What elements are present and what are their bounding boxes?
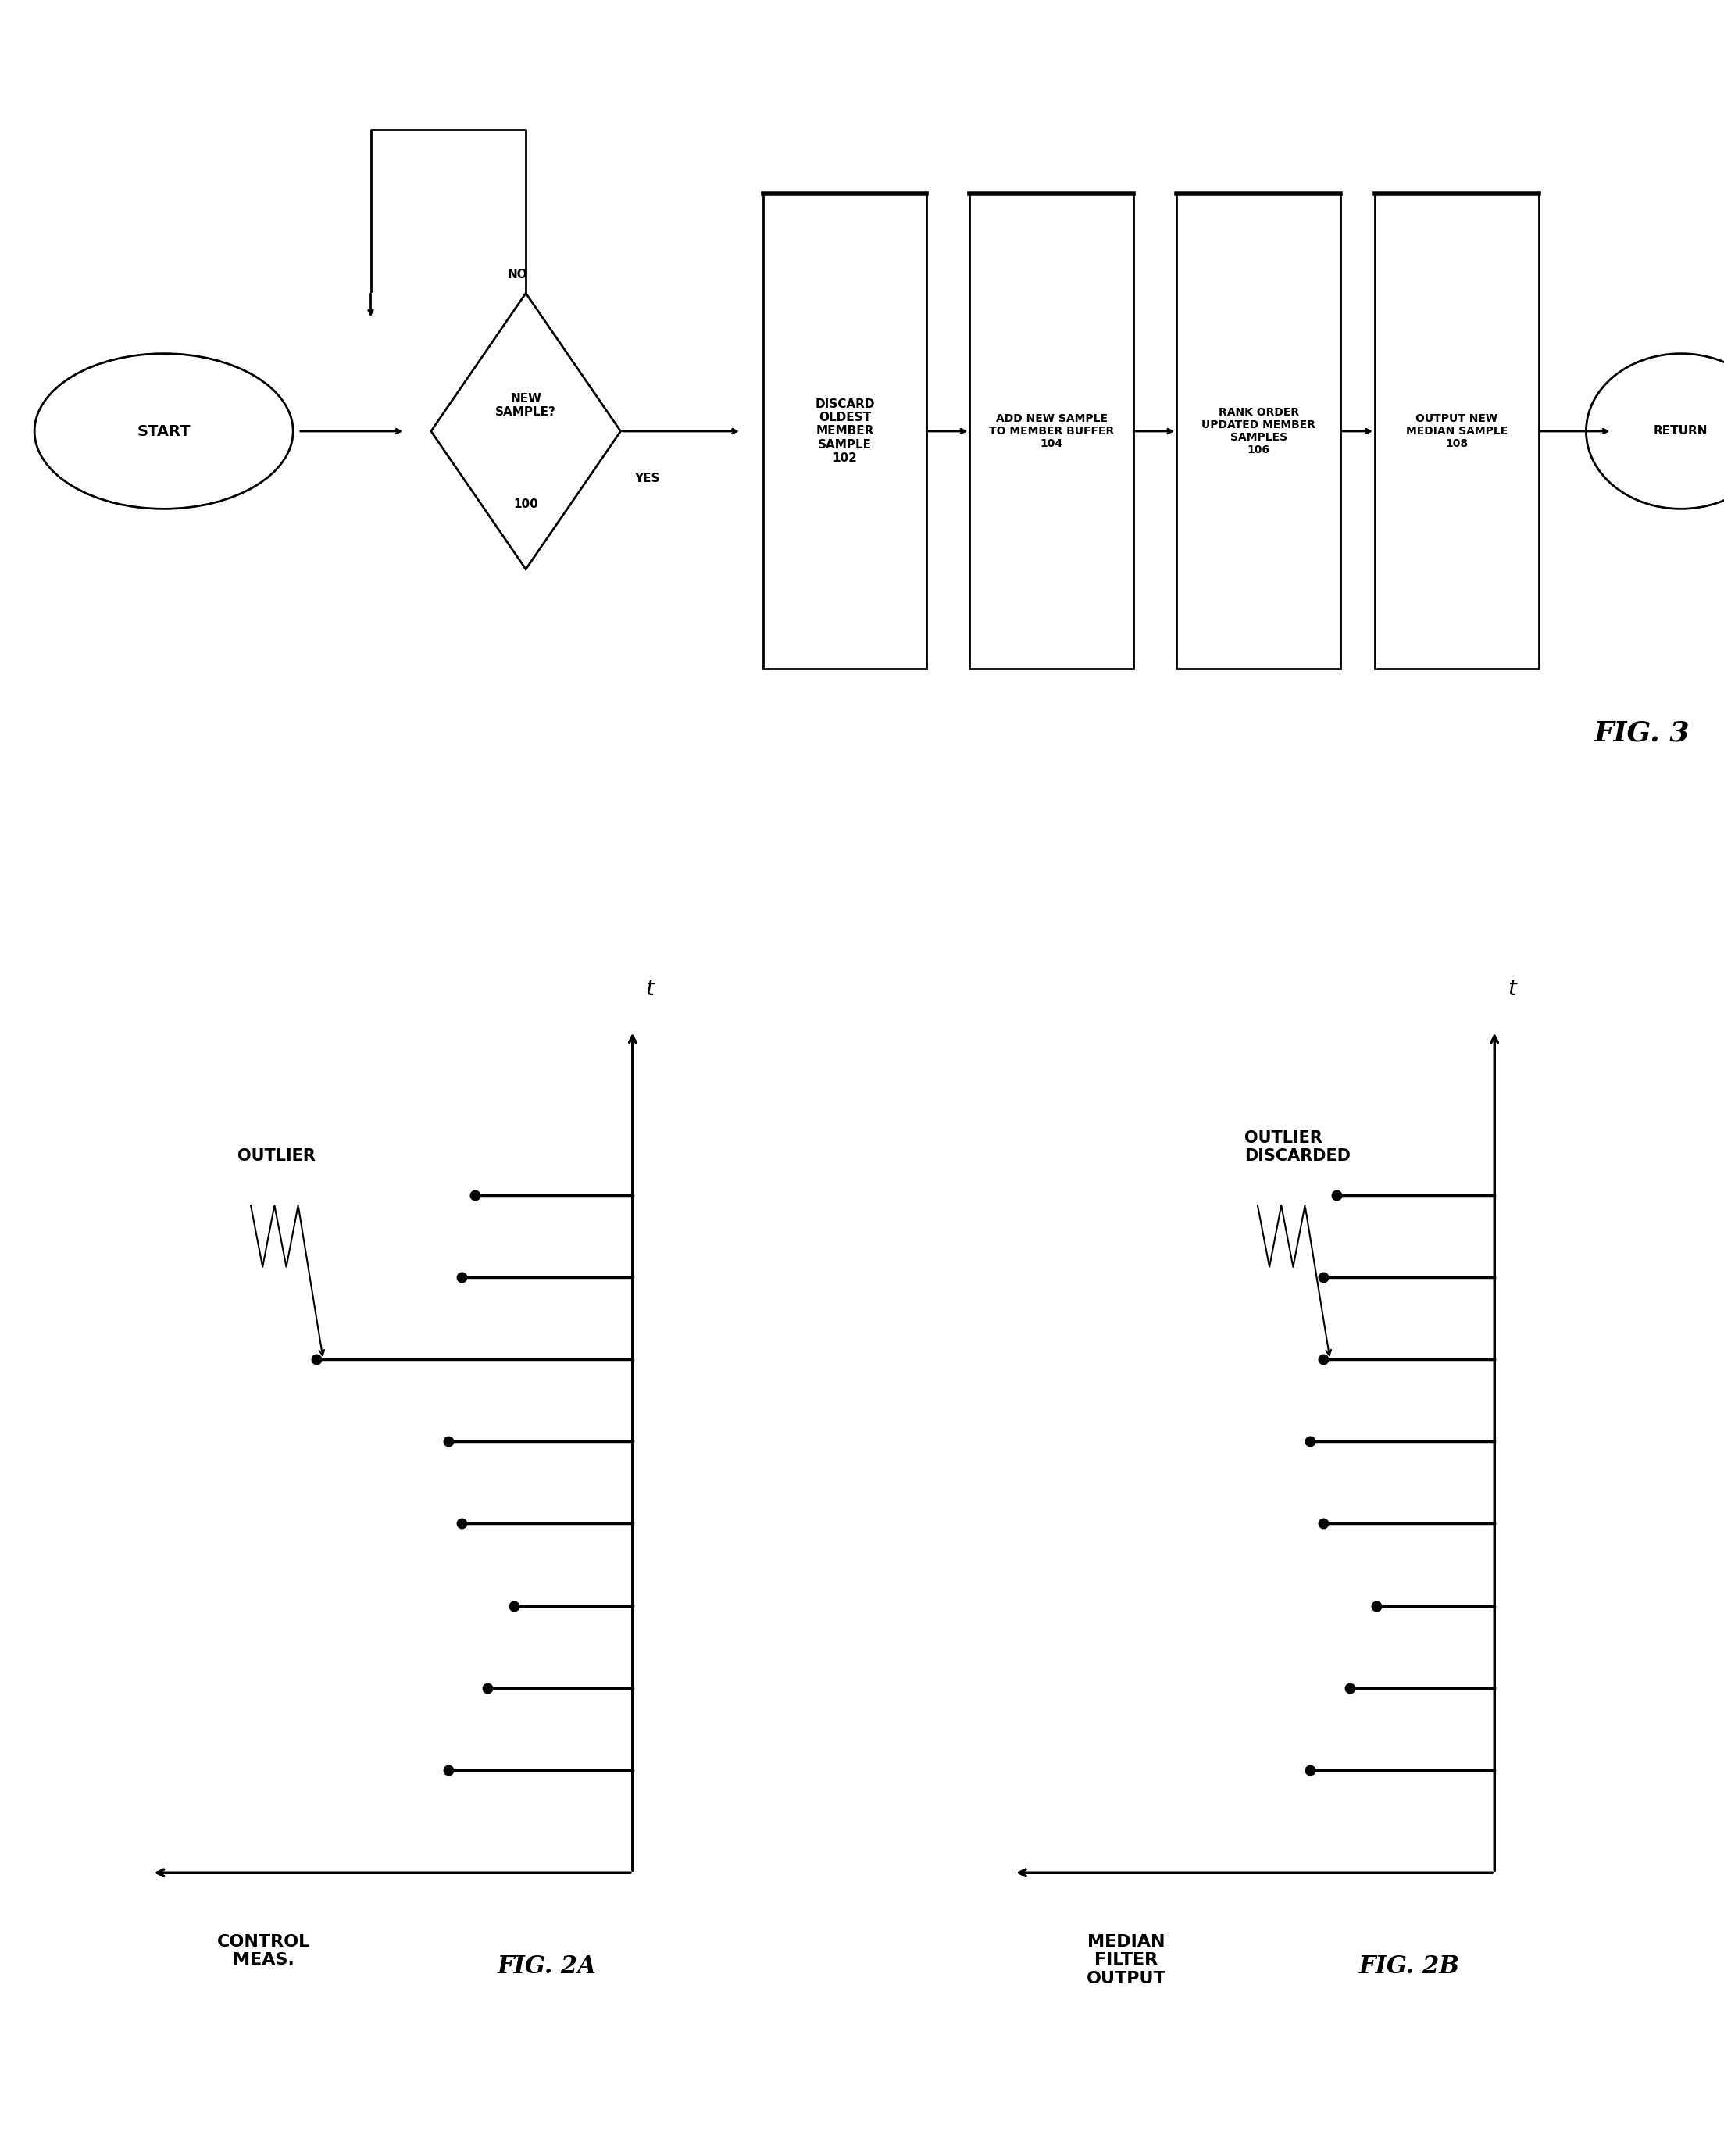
Text: RANK ORDER
UPDATED MEMBER
SAMPLES
106: RANK ORDER UPDATED MEMBER SAMPLES 106 xyxy=(1202,407,1315,455)
Bar xyxy=(764,194,928,668)
Text: FIG. 2A: FIG. 2A xyxy=(498,1955,597,1979)
Text: ADD NEW SAMPLE
TO MEMBER BUFFER
104: ADD NEW SAMPLE TO MEMBER BUFFER 104 xyxy=(990,414,1114,448)
Text: FIG. 2B: FIG. 2B xyxy=(1359,1955,1459,1979)
Text: CONTROL
MEAS.: CONTROL MEAS. xyxy=(217,1934,310,1968)
Text: OUTPUT NEW
MEDIAN SAMPLE
108: OUTPUT NEW MEDIAN SAMPLE 108 xyxy=(1405,414,1508,448)
Text: DISCARD
OLDEST
MEMBER
SAMPLE
102: DISCARD OLDEST MEMBER SAMPLE 102 xyxy=(815,399,874,464)
Text: NEW
SAMPLE?: NEW SAMPLE? xyxy=(495,392,557,418)
Text: FIG. 3: FIG. 3 xyxy=(1593,720,1690,746)
Text: MEDIAN
FILTER
OUTPUT: MEDIAN FILTER OUTPUT xyxy=(1086,1934,1165,1986)
Bar xyxy=(1177,194,1341,668)
Text: START: START xyxy=(136,425,191,438)
Bar xyxy=(969,194,1134,668)
Bar xyxy=(1376,194,1538,668)
Text: NO: NO xyxy=(507,270,528,280)
Text: YES: YES xyxy=(634,472,660,485)
Text: OUTLIER
DISCARDED: OUTLIER DISCARDED xyxy=(1245,1130,1350,1164)
Text: RETURN: RETURN xyxy=(1653,425,1708,438)
Text: t: t xyxy=(646,979,653,1000)
Text: OUTLIER: OUTLIER xyxy=(238,1149,315,1164)
Text: 100: 100 xyxy=(514,498,538,511)
Text: t: t xyxy=(1508,979,1515,1000)
